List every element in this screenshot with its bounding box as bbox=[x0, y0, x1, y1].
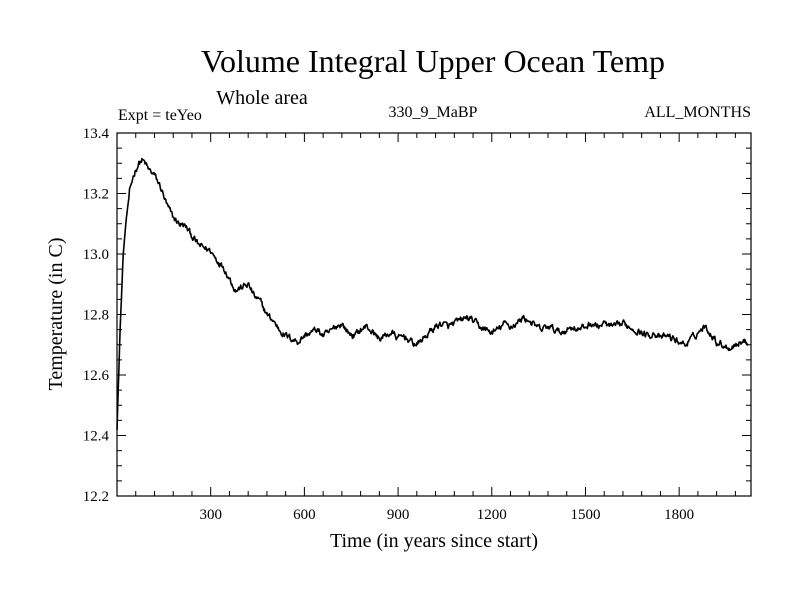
x-tick-label: 1800 bbox=[664, 507, 694, 523]
months-label: ALL_MONTHS bbox=[644, 104, 751, 121]
y-axis-label: Temperature (in C) bbox=[45, 238, 67, 391]
x-tick-label: 900 bbox=[387, 507, 410, 523]
plot-frame bbox=[116, 132, 752, 497]
y-tick-label: 12.6 bbox=[83, 368, 110, 384]
y-tick-label: 13.4 bbox=[83, 126, 110, 142]
y-tick-label: 12.4 bbox=[83, 429, 110, 445]
data-series bbox=[116, 157, 749, 431]
plot-axes: 300 600 900 1200 1500 1800 12.2 12.4 12.6 12.8 13.… bbox=[83, 126, 751, 523]
x-tick-label: 300 bbox=[199, 507, 222, 523]
y-tick-label: 12.8 bbox=[83, 308, 109, 324]
y-tick-label: 13.0 bbox=[83, 247, 109, 263]
x-tick-label: 600 bbox=[293, 507, 316, 523]
experiment-label: Expt = teYeo bbox=[118, 107, 202, 124]
chart-subtitle: Whole area bbox=[216, 87, 308, 109]
run-label: 330_9_MaBP bbox=[389, 104, 478, 121]
x-tick-label: 1500 bbox=[570, 507, 600, 523]
y-tick-label: 13.2 bbox=[83, 187, 109, 203]
x-tick-label: 1200 bbox=[477, 507, 507, 523]
temperature-line bbox=[116, 157, 749, 431]
x-axis-label: Time (in years since start) bbox=[330, 530, 538, 552]
y-tick-label: 12.2 bbox=[83, 489, 109, 505]
chart-title: Volume Integral Upper Ocean Temp bbox=[201, 43, 665, 79]
